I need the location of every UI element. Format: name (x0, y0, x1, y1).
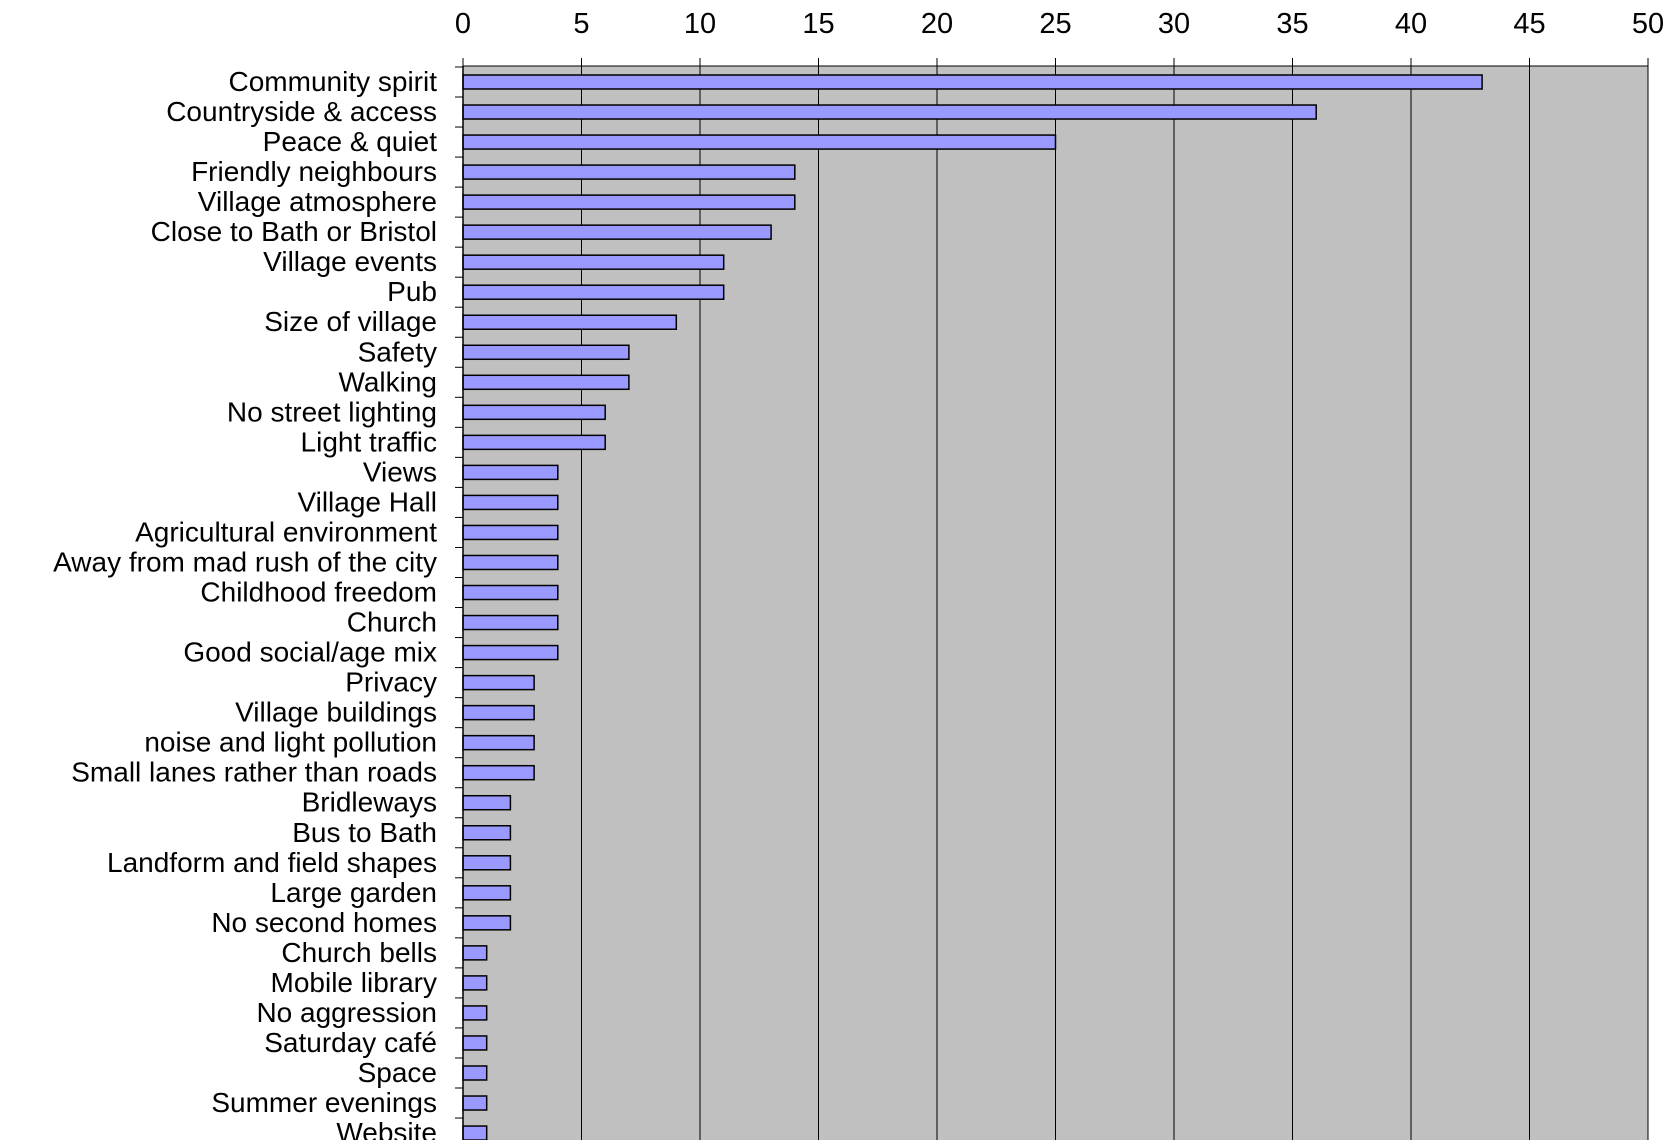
bar (462, 104, 1317, 120)
x-tick-label: 30 (1158, 8, 1190, 40)
bar (462, 1095, 488, 1111)
x-axis-ticks (462, 58, 1649, 66)
x-tick-label: 0 (455, 8, 471, 40)
category-label: Walking (338, 366, 437, 397)
bar (462, 1005, 488, 1021)
category-label: Safety (358, 336, 437, 367)
y-axis-ticks (455, 66, 463, 1119)
category-label: Countryside & access (166, 96, 437, 127)
bar (462, 975, 488, 991)
x-tick-label: 50 (1632, 8, 1664, 40)
category-label: Space (358, 1057, 437, 1088)
bar (462, 945, 488, 961)
category-label: Summer evenings (211, 1087, 437, 1118)
category-label: Small lanes rather than roads (71, 757, 437, 788)
x-tick-label: 35 (1276, 8, 1308, 40)
x-tick-label: 15 (802, 8, 834, 40)
category-label: noise and light pollution (144, 727, 437, 758)
bar (462, 314, 678, 330)
x-tick-label: 5 (573, 8, 589, 40)
category-label: Size of village (264, 306, 437, 337)
bar (462, 614, 559, 631)
bar (462, 464, 559, 481)
category-label: Landform and field shapes (107, 847, 437, 878)
bar (462, 674, 535, 691)
category-label: Website (336, 1117, 437, 1140)
bar (462, 134, 1057, 150)
category-label: No second homes (211, 907, 437, 938)
bar (462, 74, 1483, 90)
category-label: Bridleways (302, 787, 437, 818)
category-label: Village events (263, 246, 437, 277)
bar (462, 885, 512, 901)
x-tick-label: 40 (1395, 8, 1427, 40)
bar (462, 554, 559, 571)
category-label: Friendly neighbours (191, 156, 437, 187)
bar (462, 644, 559, 661)
x-tick-label: 10 (684, 8, 716, 40)
category-label: Childhood freedom (200, 577, 437, 608)
bar (462, 284, 725, 300)
category-label: Agricultural environment (135, 516, 437, 547)
category-label: Church (347, 607, 437, 638)
bar (462, 915, 512, 931)
bar (462, 584, 559, 601)
category-label: Church bells (281, 937, 437, 968)
bar (462, 404, 606, 421)
x-axis-tick-labels: 0 5 10 15 20 25 30 35 40 45 50 (455, 8, 1664, 40)
category-label: Village Hall (297, 486, 437, 517)
category-label: No street lighting (227, 396, 437, 427)
category-label: Community spirit (229, 66, 438, 97)
bar (462, 224, 772, 240)
category-label: Village atmosphere (198, 186, 437, 217)
category-label: Good social/age mix (183, 637, 437, 668)
category-label: Mobile library (271, 967, 438, 998)
category-label: Pub (387, 276, 437, 307)
category-label: Light traffic (301, 426, 437, 457)
gridlines (462, 65, 1649, 1140)
bar (462, 1065, 488, 1081)
bar (462, 764, 535, 781)
bar (462, 164, 796, 180)
bar (462, 494, 559, 511)
bar (462, 344, 630, 361)
category-label: Close to Bath or Bristol (151, 216, 437, 247)
x-tick-label: 45 (1513, 8, 1545, 40)
category-label: Village buildings (235, 697, 437, 728)
bar (462, 374, 630, 391)
x-tick-label: 25 (1039, 8, 1071, 40)
bar (462, 524, 559, 541)
category-label: Away from mad rush of the city (53, 546, 437, 577)
category-label: Views (363, 456, 437, 487)
bar (462, 734, 535, 751)
bar (462, 704, 535, 721)
x-tick-label: 20 (921, 8, 953, 40)
bar (462, 194, 796, 210)
bar (462, 254, 725, 270)
category-label: Bus to Bath (292, 817, 437, 848)
category-label: Privacy (345, 667, 437, 698)
bar (462, 794, 512, 811)
category-label: Large garden (270, 877, 437, 908)
bar (462, 825, 512, 841)
category-label: Peace & quiet (263, 126, 438, 157)
category-label: No aggression (256, 997, 437, 1028)
bar (462, 1035, 488, 1051)
bar (462, 1125, 488, 1140)
bar (462, 434, 606, 451)
bar (462, 855, 512, 871)
category-label: Saturday café (264, 1027, 437, 1058)
